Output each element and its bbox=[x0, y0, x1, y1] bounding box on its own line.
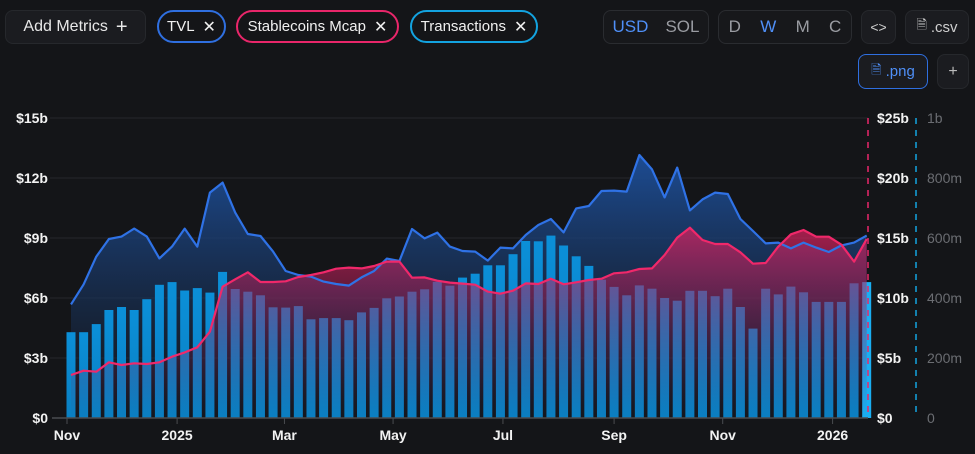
y-tick-transactions: 400m bbox=[927, 290, 962, 306]
metric-chip-tvl[interactable]: TVL ✕ bbox=[157, 10, 226, 43]
x-tick-label: Nov bbox=[709, 427, 736, 443]
x-tick-label: 2026 bbox=[817, 427, 848, 443]
x-tick-label: Jul bbox=[493, 427, 513, 443]
y-tick-stablecoins: $10b bbox=[877, 290, 909, 306]
interval-d[interactable]: D bbox=[728, 17, 741, 36]
metric-chip-label: Stablecoins Mcap bbox=[247, 18, 366, 35]
y-tick-stablecoins: $0 bbox=[877, 410, 893, 426]
y-tick-transactions: 200m bbox=[927, 350, 962, 366]
add-metrics-button[interactable]: Add Metrics + bbox=[5, 10, 146, 44]
embed-button[interactable]: <> bbox=[861, 10, 896, 44]
currency-usd[interactable]: USD bbox=[612, 17, 649, 36]
plus-icon: + bbox=[115, 15, 128, 38]
transactions-bar bbox=[142, 299, 152, 418]
x-tick-label: May bbox=[379, 427, 406, 443]
x-tick-label: Nov bbox=[54, 427, 81, 443]
metric-chip-label: Transactions bbox=[420, 18, 506, 35]
y-tick-stablecoins: $15b bbox=[877, 230, 909, 246]
close-icon[interactable]: ✕ bbox=[513, 18, 528, 36]
transactions-bar bbox=[167, 282, 177, 418]
transactions-bar bbox=[154, 284, 164, 418]
y-tick-tvl: $3b bbox=[24, 350, 48, 366]
x-tick-label: 2025 bbox=[162, 427, 193, 443]
close-icon[interactable]: ✕ bbox=[374, 18, 388, 36]
file-download-icon: 🗎 bbox=[871, 61, 882, 77]
y-tick-stablecoins: $5b bbox=[877, 350, 901, 366]
metric-chip-transactions[interactable]: Transactions ✕ bbox=[410, 10, 538, 43]
x-tick-label: Mar bbox=[272, 427, 297, 443]
interval-c[interactable]: C bbox=[829, 17, 842, 36]
code-icon: <> bbox=[870, 19, 887, 35]
add-metrics-label: Add Metrics bbox=[23, 18, 108, 35]
currency-toggle: USD SOL bbox=[603, 10, 709, 44]
file-download-icon: 🗎 bbox=[916, 17, 927, 32]
y-tick-transactions: 0 bbox=[927, 410, 935, 426]
transactions-bar bbox=[117, 307, 127, 418]
y-tick-tvl: $15b bbox=[16, 110, 48, 126]
download-png-button[interactable]: 🗎 .png bbox=[858, 54, 928, 89]
interval-w[interactable]: W bbox=[760, 17, 777, 36]
more-button[interactable]: + bbox=[937, 54, 969, 89]
y-tick-tvl: $0 bbox=[32, 410, 48, 426]
metric-chip-stablecoins[interactable]: Stablecoins Mcap ✕ bbox=[236, 10, 399, 43]
y-tick-tvl: $6b bbox=[24, 290, 48, 306]
download-csv-button[interactable]: 🗎 .csv bbox=[905, 10, 969, 44]
y-tick-stablecoins: $25b bbox=[877, 110, 909, 126]
plus-icon: + bbox=[948, 62, 958, 80]
tvl-line bbox=[70, 153, 868, 305]
interval-m[interactable]: M bbox=[795, 17, 810, 36]
png-label: .png bbox=[885, 63, 915, 80]
csv-label: .csv bbox=[930, 18, 958, 36]
metric-chip-label: TVL bbox=[167, 18, 195, 35]
y-tick-transactions: 800m bbox=[927, 170, 962, 186]
y-tick-tvl: $12b bbox=[16, 170, 48, 186]
stablecoins-line bbox=[70, 226, 868, 377]
currency-sol[interactable]: SOL bbox=[665, 17, 700, 36]
y-tick-stablecoins: $20b bbox=[877, 170, 909, 186]
interval-toggle: D W M C bbox=[718, 10, 852, 44]
y-tick-tvl: $9b bbox=[24, 230, 48, 246]
close-icon[interactable]: ✕ bbox=[202, 18, 216, 36]
x-tick-label: Sep bbox=[601, 427, 627, 443]
y-tick-transactions: 600m bbox=[927, 230, 962, 246]
y-tick-transactions: 1b bbox=[927, 110, 943, 126]
stablecoins-area-fill bbox=[71, 227, 867, 418]
